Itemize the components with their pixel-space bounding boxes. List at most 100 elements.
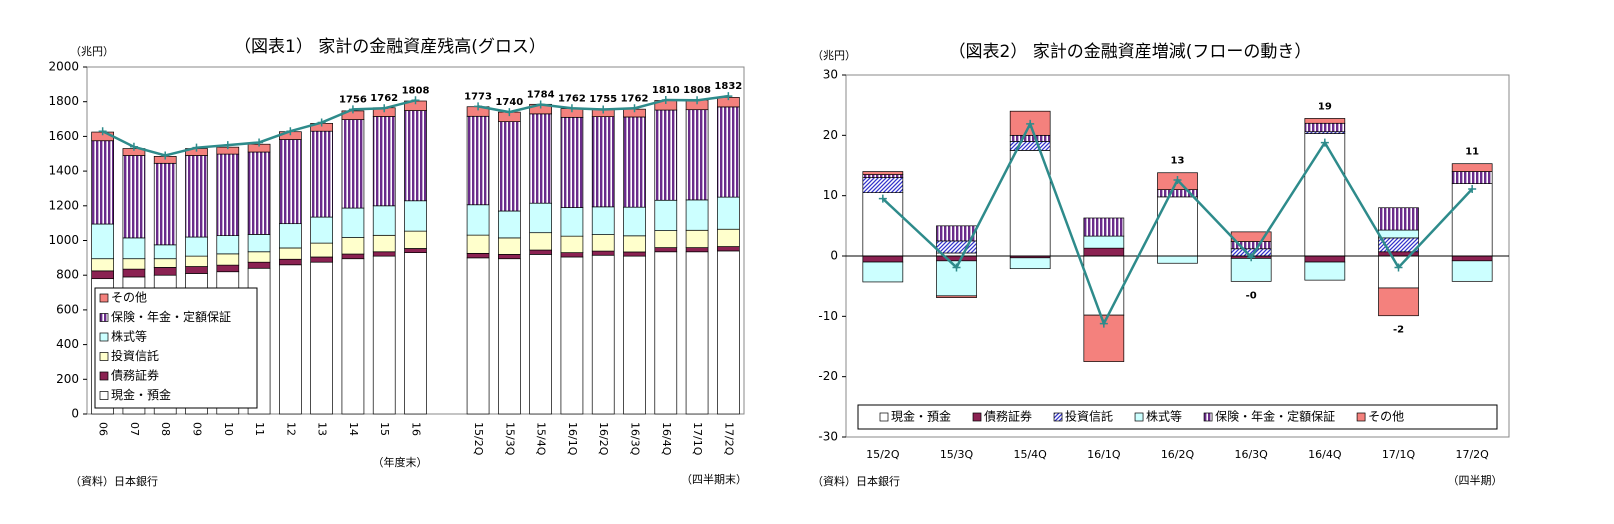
bar-segment (247, 261, 271, 269)
bar-segment (279, 264, 302, 415)
line-marker (129, 142, 138, 151)
x-tick-label: 15/3Q (503, 422, 516, 456)
value-label: 13 (1171, 156, 1185, 167)
bar-segment (936, 255, 977, 262)
line-marker (536, 100, 545, 109)
line-marker (1320, 138, 1329, 147)
bar-segment (91, 140, 114, 225)
bar-segment (717, 106, 740, 198)
line-marker (693, 96, 702, 105)
y-tick-label: 30 (823, 68, 838, 82)
legend-label: その他 (1368, 410, 1404, 424)
bar-segment (862, 255, 904, 263)
value-label: 1762 (621, 93, 649, 104)
x-tick-label: 16/1Q (1087, 448, 1121, 461)
bar-segment (247, 234, 271, 253)
line-marker (878, 194, 887, 203)
bar-segment (591, 116, 615, 208)
bar-segment (247, 251, 271, 263)
bar-segment (529, 232, 552, 251)
x-tick-label: 06 (97, 422, 110, 436)
y-tick-label: 1600 (48, 129, 79, 143)
line-marker (192, 143, 201, 152)
line-marker (599, 105, 608, 114)
x-tick-label: 15/2Q (866, 448, 900, 461)
line-marker (317, 118, 326, 127)
bar-segment (498, 254, 521, 260)
bar-segment (404, 110, 427, 202)
x-tick-label: 12 (284, 422, 297, 436)
line-marker (1026, 119, 1035, 128)
bar-segment (310, 216, 333, 244)
x-tick-label: 15 (378, 422, 391, 436)
value-label: 11 (1465, 147, 1479, 158)
bar-segment (717, 250, 740, 415)
bar-segment (529, 249, 552, 255)
bar-segment (122, 258, 146, 270)
bar-segment (216, 253, 240, 266)
bar-segment (185, 266, 208, 274)
bar-segment (279, 139, 302, 225)
x-axis-label: （四半期） (1448, 473, 1503, 487)
bar-segment (1009, 134, 1051, 142)
bar-segment (654, 251, 678, 415)
bar-segment (404, 200, 427, 232)
bar-segment (685, 251, 709, 415)
x-tick-label: 16/2Q (597, 422, 610, 456)
bar-segment (529, 254, 552, 415)
value-label: 1808 (402, 85, 430, 96)
y-tick-label: 800 (56, 268, 79, 282)
value-label: 19 (1318, 101, 1332, 112)
y-tick-label: 1800 (48, 94, 79, 108)
bar-segment (91, 270, 114, 280)
bar-segment (654, 109, 678, 201)
bar-segment (466, 234, 490, 254)
legend-box (857, 404, 1498, 430)
bar-segment (862, 171, 904, 175)
x-tick-label: 17/1Q (1382, 448, 1416, 461)
legend-label: 現金・預金 (111, 387, 171, 402)
line-marker (1099, 319, 1108, 328)
bar-segment (1083, 217, 1125, 237)
bar-segment (1378, 287, 1419, 317)
legend-swatch (1356, 412, 1366, 422)
line-marker (1468, 185, 1477, 194)
value-label: 1773 (464, 91, 492, 102)
bar-segment (466, 115, 490, 206)
bar-segment (310, 256, 333, 263)
value-label: 1755 (589, 94, 617, 105)
y-tick-label: 0 (830, 249, 838, 263)
bar-segment (372, 116, 396, 207)
bar-segment (1451, 260, 1493, 282)
bar-segment (216, 264, 240, 273)
legend-label: 株式等 (111, 329, 147, 344)
y-tick-label: 200 (56, 372, 79, 386)
bar-segment (372, 234, 396, 253)
x-tick-label: 14 (347, 422, 360, 436)
bar-segment (1378, 229, 1419, 239)
x-axis-label: （四半期末） (681, 472, 747, 486)
line-marker (348, 105, 357, 114)
bar-segment (216, 235, 240, 255)
y-tick-label: 1200 (48, 198, 79, 212)
bar-segment (310, 242, 333, 258)
legend-label: 債務証券 (111, 368, 159, 383)
bar-segment (466, 257, 490, 415)
source-note: （資料）日本銀行 (70, 474, 158, 488)
value-label: 1832 (714, 81, 742, 92)
y-tick-label: 10 (823, 188, 838, 202)
legend-swatch (1134, 412, 1144, 422)
bar-segment (1451, 171, 1493, 184)
bar-segment (1304, 255, 1346, 263)
bar-segment (623, 251, 646, 257)
source-note: （資料）日本銀行 (812, 474, 900, 488)
bar-segment (560, 256, 584, 415)
bar-segment (591, 206, 615, 235)
bar-segment (247, 151, 271, 235)
legend-swatch (972, 412, 982, 422)
bar-segment (623, 116, 646, 208)
y-tick-label: 600 (56, 302, 79, 316)
bar-segment (862, 177, 904, 193)
